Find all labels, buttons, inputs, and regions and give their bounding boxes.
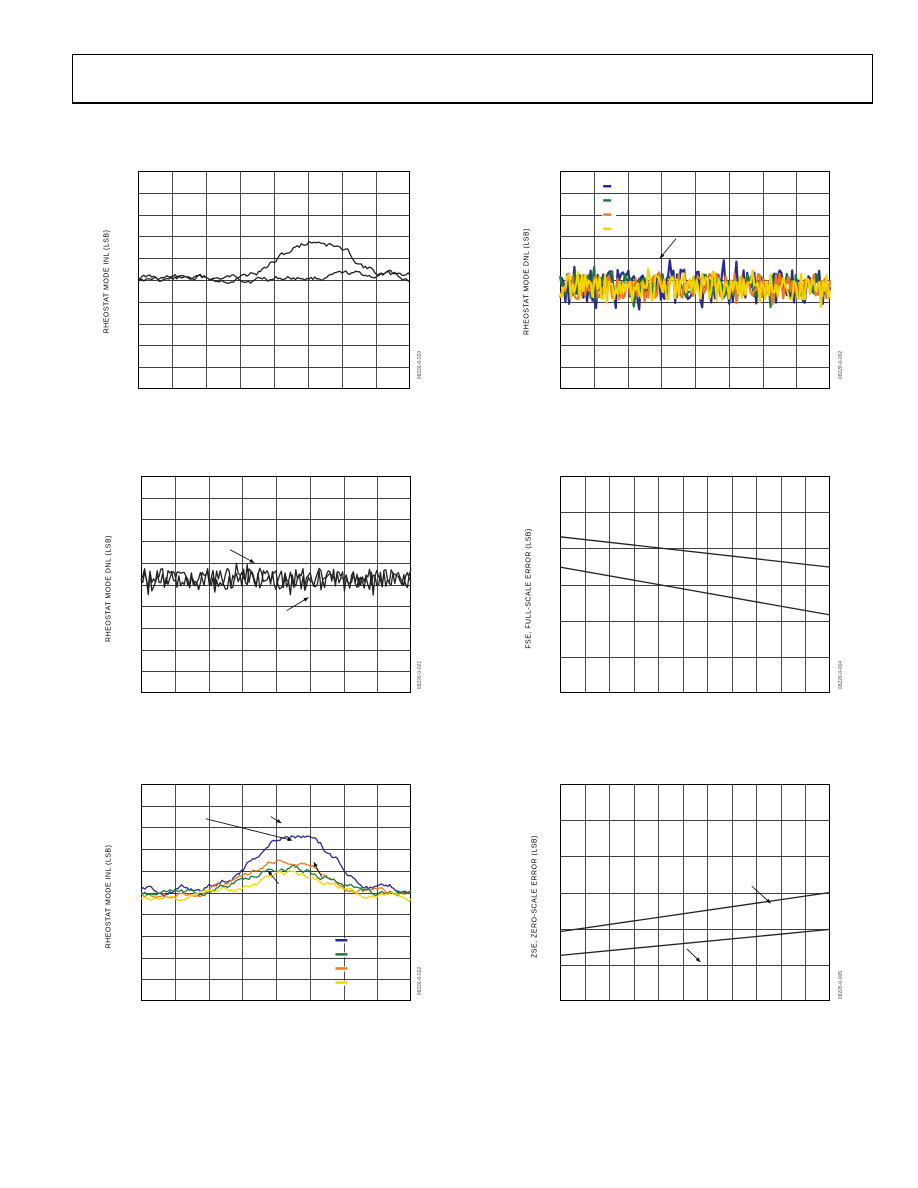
- chart3-y-axis-label: RHEOSTAT MODE DNL (LSB): [105, 535, 113, 642]
- chart2-plot: [558, 171, 832, 389]
- chart5-series-1: [140, 835, 412, 897]
- chart3-frame: [141, 476, 411, 693]
- chart3-plot: [140, 476, 412, 693]
- chart4-series-1: [559, 536, 831, 568]
- chart6-figure-id: 08226-0-005: [838, 970, 844, 1000]
- chart4-y-axis-label: FSE, FULL-SCALE ERROR (LSB): [525, 528, 533, 649]
- chart1-series-1: [137, 240, 411, 284]
- chart6-plot: [559, 784, 831, 1001]
- chart5-arrowhead-4: [313, 862, 318, 868]
- chart5-figure-id: 08226-0-022: [417, 966, 423, 996]
- chart3-figure-id: 08226-0-021: [417, 660, 423, 690]
- chart1-figure-id: 08226-0-020: [417, 350, 423, 380]
- chart4-frame: [560, 476, 830, 693]
- chart1-y-axis-label: RHEOSTAT MODE INL (LSB): [103, 229, 111, 334]
- chart1-series-2: [137, 269, 411, 284]
- chart4-figure-id: 08226-0-004: [838, 660, 844, 690]
- chart6-y-axis-label: ZSE, ZERO-SCALE ERROR (LSB): [531, 835, 539, 958]
- chart3-arrowhead-2: [303, 597, 309, 602]
- chart5-arrowhead-3: [267, 870, 273, 876]
- chart5-frame: [141, 784, 411, 1001]
- chart3-arrowhead-1: [249, 558, 255, 563]
- chart5-series-2: [140, 859, 412, 899]
- chart2-series-4: [559, 267, 832, 308]
- chart6-arrowhead-2: [695, 957, 701, 962]
- chart5-series-3: [140, 864, 412, 897]
- chart5-y-axis-label: RHEOSTAT MODE INL (LSB): [105, 844, 113, 949]
- chart5-plot: [140, 784, 412, 1001]
- page-header-frame: [72, 54, 873, 104]
- chart5-arrowhead-2: [276, 819, 282, 824]
- chart5-series-4: [140, 870, 412, 902]
- chart6-frame: [560, 784, 830, 1001]
- chart5-arrowhead-1: [287, 837, 293, 842]
- chart6-series-2: [559, 928, 831, 957]
- chart5-annotation-arrow-1: [205, 818, 293, 841]
- chart3-series-2: [140, 564, 412, 596]
- chart2-figure-id: 08226-0-002: [838, 350, 844, 380]
- chart1-plot: [137, 171, 411, 389]
- chart1-frame: [138, 171, 410, 389]
- chart4-series-2: [559, 566, 831, 616]
- chart6-arrowhead-1: [765, 898, 771, 904]
- chart4-plot: [559, 476, 831, 693]
- chart2-y-axis-label: RHEOSTAT MODE DNL (LSB): [523, 228, 531, 335]
- chart2-arrowhead-1: [659, 253, 665, 259]
- chart6-series-1: [559, 891, 831, 933]
